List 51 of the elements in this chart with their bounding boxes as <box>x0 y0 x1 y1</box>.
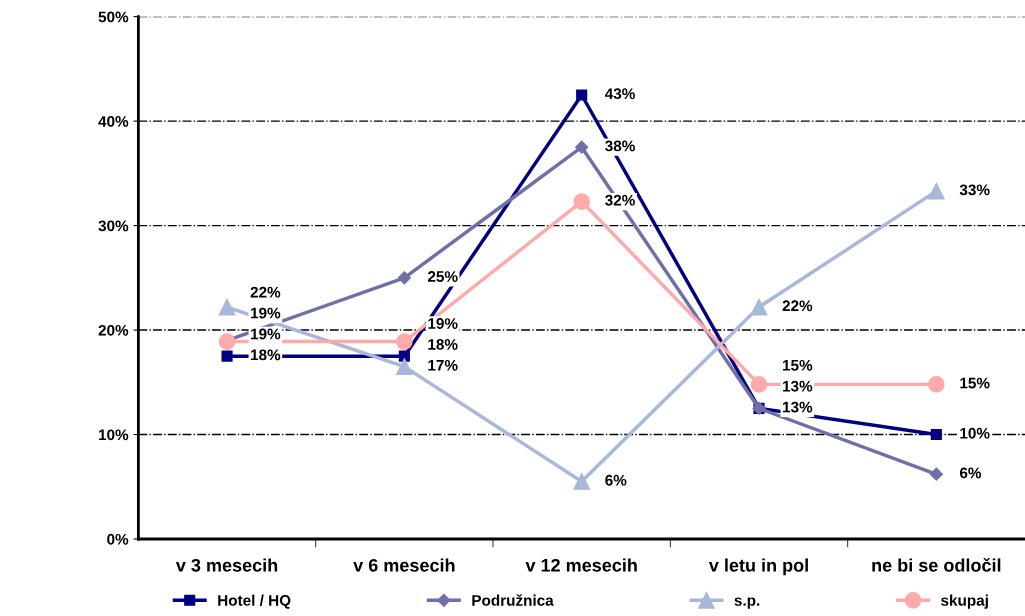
point <box>573 473 591 490</box>
data-label: 18% <box>251 349 281 361</box>
y-tick-label: 30% <box>98 220 129 232</box>
y-tick-label: 50% <box>98 11 129 23</box>
point <box>576 89 588 101</box>
point <box>750 376 768 393</box>
point <box>396 358 413 375</box>
x-tick-label: ne bi se odločil <box>872 558 1001 572</box>
data-label: 6% <box>959 467 982 479</box>
data-label: 13% <box>783 380 813 392</box>
data-label: 18% <box>428 339 458 350</box>
data-label: 33% <box>959 184 990 196</box>
x-tick-label: v 6 mesecih <box>353 558 455 572</box>
data-label: 15% <box>960 377 990 389</box>
legend-label: skupaj <box>941 594 988 609</box>
point <box>750 298 768 316</box>
data-label: 10% <box>960 427 990 439</box>
data-label: 22% <box>250 286 281 298</box>
point <box>396 333 413 350</box>
x-tick-label: v 3 mesecih <box>175 558 278 572</box>
data-label: 19% <box>251 328 281 340</box>
point <box>221 350 233 362</box>
point <box>575 140 589 154</box>
data-label: 32% <box>605 194 635 206</box>
data-label: 43% <box>604 88 635 100</box>
point <box>398 350 410 362</box>
y-tick-label: 20% <box>98 324 129 336</box>
data-label: 6% <box>605 474 627 486</box>
y-tick-label: 10% <box>99 429 129 441</box>
y-tick-label: 40% <box>98 115 129 127</box>
x-tick-label: v 12 mesecih <box>525 558 637 572</box>
point <box>218 298 236 316</box>
point <box>930 428 942 441</box>
point <box>928 376 945 393</box>
data-label: 38% <box>605 140 635 152</box>
legend-label: Hotel / HQ <box>218 594 291 609</box>
point <box>928 182 945 200</box>
point <box>929 467 943 481</box>
data-label: 19% <box>251 307 281 319</box>
data-label: 17% <box>428 359 458 371</box>
data-label: 15% <box>783 359 813 371</box>
data-label: 25% <box>427 271 458 282</box>
data-label: 19% <box>428 318 458 329</box>
y-tick-label: 0% <box>107 533 129 545</box>
point <box>573 193 591 210</box>
data-label: 13% <box>783 401 813 413</box>
legend-label: Podružnica <box>472 594 554 606</box>
data-label: 22% <box>782 300 813 312</box>
x-tick-label: v letu in pol <box>708 558 808 576</box>
point <box>397 271 411 285</box>
legend-label: s.p. <box>734 597 760 609</box>
